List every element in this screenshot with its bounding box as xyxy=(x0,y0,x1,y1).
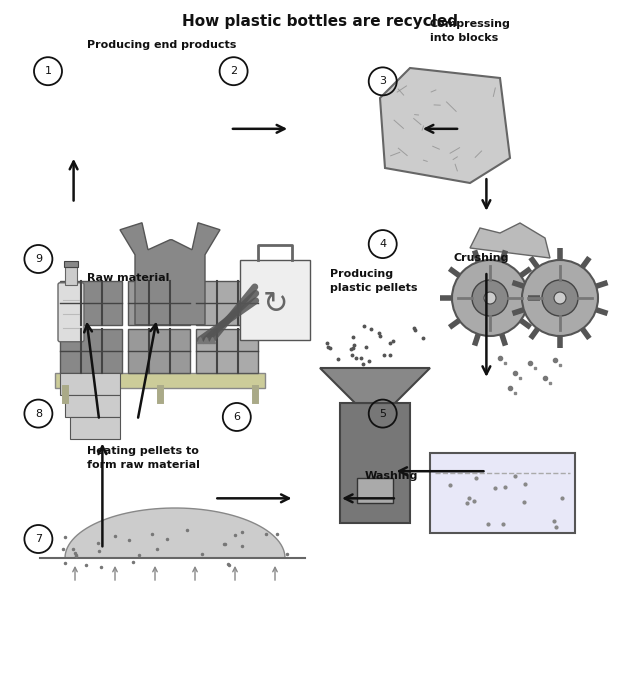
Text: 7: 7 xyxy=(35,534,42,544)
Text: 8: 8 xyxy=(35,409,42,418)
FancyBboxPatch shape xyxy=(60,329,122,373)
Text: 6: 6 xyxy=(234,412,240,422)
Polygon shape xyxy=(380,68,510,183)
FancyBboxPatch shape xyxy=(240,260,310,340)
FancyBboxPatch shape xyxy=(70,417,120,439)
FancyBboxPatch shape xyxy=(128,329,190,373)
FancyBboxPatch shape xyxy=(357,478,393,503)
FancyBboxPatch shape xyxy=(65,395,120,417)
Circle shape xyxy=(522,260,598,336)
Text: Heating pellets to
form raw material: Heating pellets to form raw material xyxy=(87,446,200,470)
Text: Producing end products: Producing end products xyxy=(87,40,236,50)
FancyBboxPatch shape xyxy=(64,261,78,266)
FancyBboxPatch shape xyxy=(60,373,120,395)
FancyBboxPatch shape xyxy=(128,281,190,325)
FancyBboxPatch shape xyxy=(196,281,258,325)
FancyBboxPatch shape xyxy=(196,329,258,373)
Circle shape xyxy=(452,260,528,336)
Text: Crushing: Crushing xyxy=(453,253,509,263)
Polygon shape xyxy=(120,223,220,325)
Text: How plastic bottles are recycled: How plastic bottles are recycled xyxy=(182,14,458,29)
Circle shape xyxy=(484,292,496,304)
Text: 9: 9 xyxy=(35,254,42,264)
Polygon shape xyxy=(470,223,550,258)
Text: Washing: Washing xyxy=(365,471,418,481)
Circle shape xyxy=(472,280,508,316)
Text: 2: 2 xyxy=(230,66,237,76)
Polygon shape xyxy=(65,508,285,558)
Text: 1: 1 xyxy=(45,66,51,76)
FancyBboxPatch shape xyxy=(430,453,575,533)
Text: 3: 3 xyxy=(380,77,386,86)
FancyBboxPatch shape xyxy=(340,403,410,523)
Text: Producing
plastic pellets: Producing plastic pellets xyxy=(330,269,417,293)
FancyBboxPatch shape xyxy=(55,373,265,388)
Text: 4: 4 xyxy=(379,239,387,249)
Text: Raw material: Raw material xyxy=(87,273,170,283)
FancyBboxPatch shape xyxy=(60,281,122,325)
Circle shape xyxy=(554,292,566,304)
FancyBboxPatch shape xyxy=(58,283,84,342)
Circle shape xyxy=(542,280,578,316)
Text: ↻: ↻ xyxy=(262,290,288,319)
Text: 5: 5 xyxy=(380,409,386,418)
Text: Compressing
into blocks: Compressing into blocks xyxy=(430,20,511,43)
FancyBboxPatch shape xyxy=(65,266,77,285)
Polygon shape xyxy=(320,368,430,403)
